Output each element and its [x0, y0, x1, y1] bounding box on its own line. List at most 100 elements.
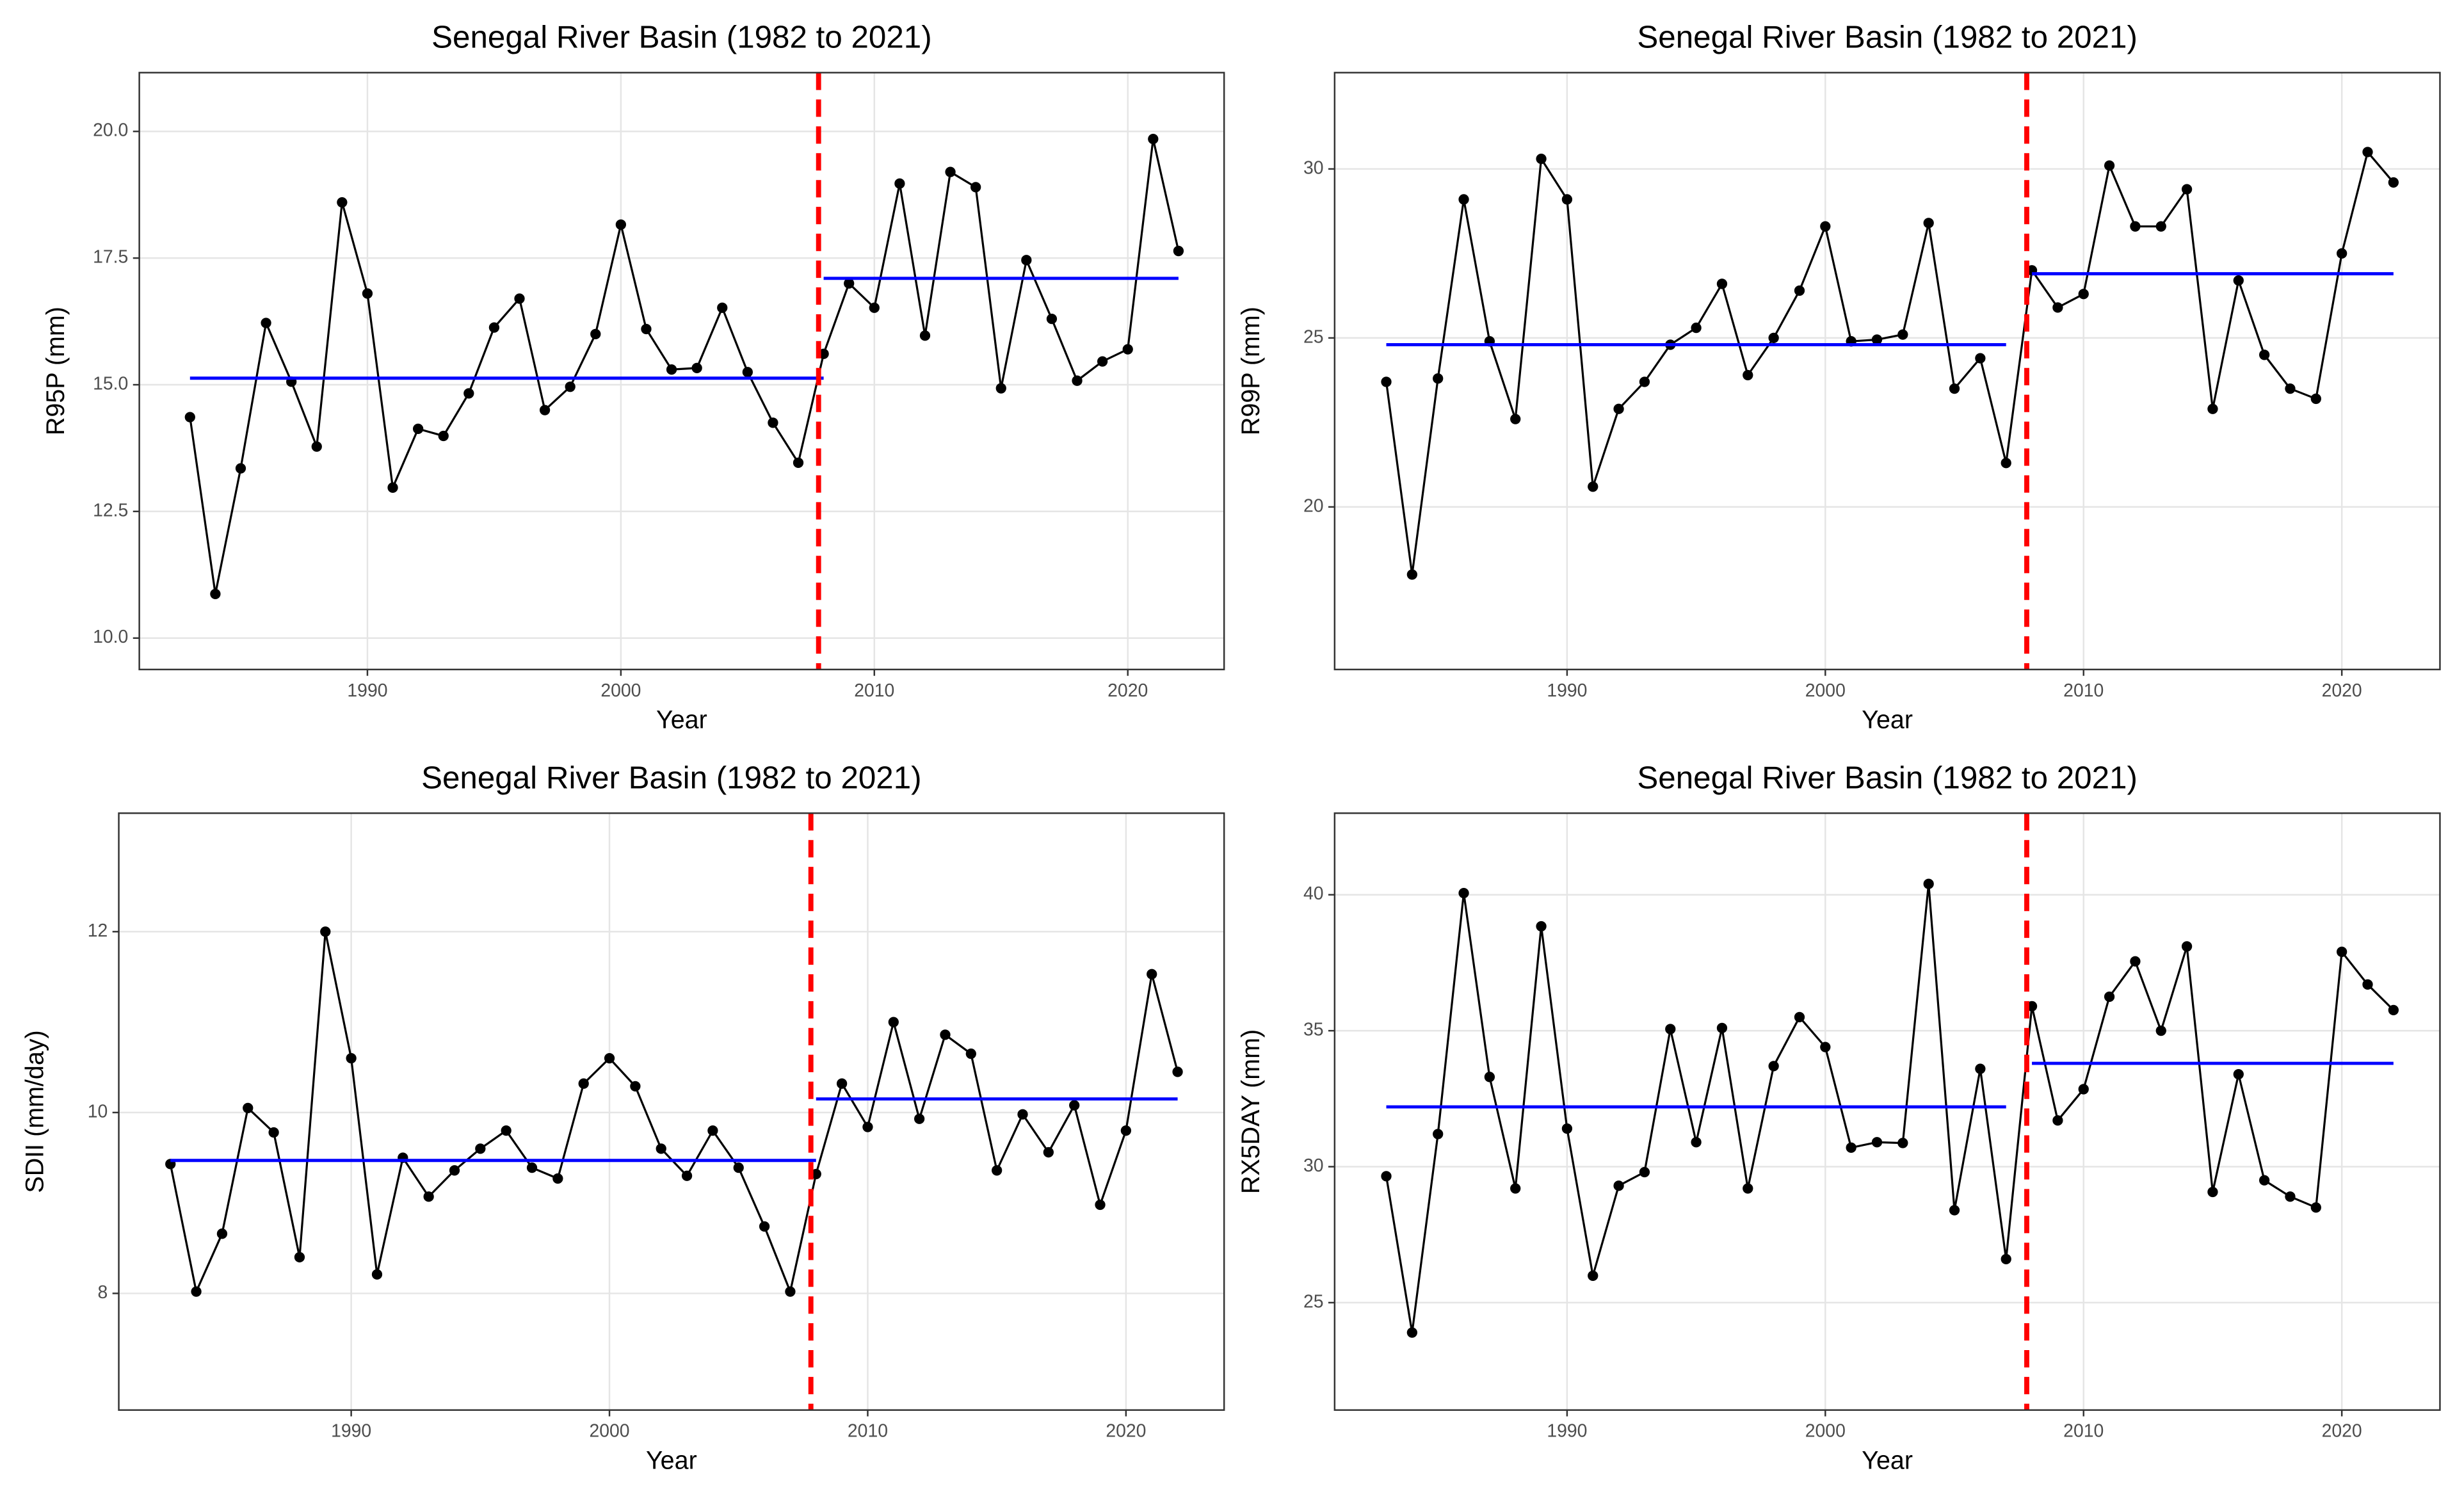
data-point	[1897, 329, 1908, 340]
data-point	[1691, 1137, 1702, 1148]
x-axis-label: Year	[1862, 1446, 1913, 1474]
data-point	[681, 1170, 693, 1181]
data-point	[785, 1286, 796, 1297]
data-point	[1095, 1199, 1106, 1211]
data-point	[2388, 1004, 2399, 1015]
data-point	[539, 405, 551, 415]
plot-background	[139, 72, 1225, 670]
x-axis-label: Year	[1862, 706, 1913, 734]
data-point	[337, 197, 348, 208]
data-point	[1021, 255, 1032, 266]
data-point	[1820, 1042, 1831, 1052]
chart-title: Senegal River Basin (1982 to 2021)	[421, 761, 922, 796]
y-tick-label: 30	[1303, 1155, 1324, 1176]
y-tick-label: 8	[98, 1282, 108, 1303]
data-point	[1588, 1270, 1598, 1281]
data-point	[1639, 1166, 1650, 1178]
x-tick-label: 1990	[331, 1421, 371, 1442]
y-axis-label: RX5DAY (mm)	[1237, 1029, 1265, 1194]
data-point	[1433, 1129, 1444, 1139]
chart-panel: 1990 2000 2010 2020 25 30 35 40 Senegal River Ba…	[1237, 761, 2441, 1474]
data-point	[970, 182, 981, 193]
data-point	[590, 328, 601, 340]
data-point	[1923, 218, 1934, 229]
data-point	[2130, 956, 2141, 967]
series-line	[189, 138, 1180, 595]
y-tick-label: 20	[1303, 495, 1324, 516]
data-point	[387, 482, 398, 493]
data-point	[894, 178, 905, 189]
data-point	[362, 288, 373, 299]
data-point	[793, 457, 804, 469]
y-tick-label: 12.5	[93, 500, 128, 520]
data-point	[1794, 1011, 1805, 1023]
data-point	[1691, 322, 1702, 334]
data-point	[1716, 278, 1728, 289]
y-tick-label: 15.0	[93, 374, 128, 394]
data-point	[707, 1125, 718, 1136]
data-point	[1794, 285, 1805, 296]
plot-background	[118, 813, 1225, 1410]
data-point	[1768, 332, 1779, 344]
x-tick-label: 2000	[1805, 1421, 1846, 1442]
data-point	[1743, 369, 1753, 381]
data-point	[1871, 1137, 1883, 1148]
data-point	[423, 1191, 434, 1202]
data-point	[733, 1162, 744, 1173]
plot-background	[1334, 813, 2440, 1410]
x-tick-label: 2000	[589, 1421, 629, 1442]
data-point	[1433, 373, 1444, 384]
data-point	[2362, 979, 2373, 990]
data-point	[2310, 393, 2321, 405]
series-line	[1385, 883, 2394, 1333]
data-point	[1716, 1022, 1728, 1034]
data-point	[2259, 1175, 2270, 1186]
data-point	[2181, 184, 2193, 195]
y-axis-label: R99P (mm)	[1237, 307, 1265, 435]
data-point	[2155, 221, 2166, 232]
data-point	[1588, 481, 1598, 492]
data-point	[438, 430, 449, 442]
data-point	[216, 1228, 228, 1239]
x-tick-label: 2010	[854, 680, 894, 701]
data-point	[1536, 153, 1547, 165]
chart-panel: 1990 2000 2010 2020 8 10 12 Senegal River Basin…	[21, 761, 1225, 1474]
data-point	[2259, 350, 2270, 360]
data-point	[1639, 376, 1650, 387]
data-point	[759, 1221, 770, 1232]
data-point	[552, 1173, 563, 1184]
data-point	[1949, 383, 1960, 394]
data-point	[1665, 1024, 1676, 1034]
x-axis-label: Year	[646, 1446, 697, 1474]
data-point	[995, 383, 1006, 394]
data-point	[565, 382, 576, 392]
x-axis-label: Year	[656, 706, 707, 734]
x-tick-label: 2010	[2063, 680, 2104, 701]
series-line	[169, 931, 1179, 1296]
data-point	[2233, 275, 2244, 286]
data-point	[2207, 403, 2218, 414]
data-point	[965, 1048, 976, 1059]
y-tick-label: 10.0	[93, 627, 128, 647]
x-tick-label: 2000	[600, 680, 641, 701]
data-point	[412, 423, 424, 435]
chart-title: Senegal River Basin (1982 to 2021)	[1637, 761, 2138, 796]
chart-title: Senegal River Basin (1982 to 2021)	[431, 20, 932, 55]
data-point	[2078, 289, 2089, 300]
data-point	[1406, 569, 1417, 580]
data-point	[2285, 383, 2296, 394]
data-point	[2233, 1068, 2244, 1080]
data-point	[656, 1143, 666, 1154]
data-point	[1120, 1125, 1132, 1136]
data-point	[914, 1113, 925, 1124]
y-tick-label: 10	[88, 1101, 108, 1122]
data-point	[836, 1078, 848, 1089]
x-tick-label: 1990	[1547, 1421, 1587, 1442]
plot-border	[1333, 72, 2441, 671]
data-point	[488, 322, 500, 333]
y-tick-label: 25	[1303, 1291, 1324, 1312]
data-point	[1122, 344, 1133, 355]
x-tick-label: 1990	[347, 680, 387, 701]
